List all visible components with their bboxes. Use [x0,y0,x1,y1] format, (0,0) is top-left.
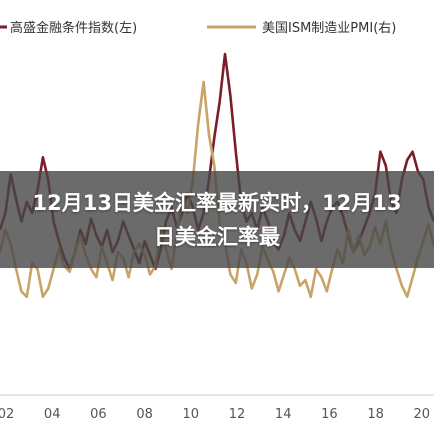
x-axis-ticks: 02 04 06 08 10 12 14 16 18 20 [0,407,430,422]
legend-label-gs-fci: 高盛金融条件指数(左) [10,20,137,36]
x-tick-label: 08 [136,407,153,422]
x-tick-label: 12 [229,407,246,422]
x-tick-label: 10 [183,407,200,422]
x-tick-label: 04 [44,407,61,422]
x-tick-label: 18 [367,407,384,422]
x-tick-label: 20 [414,407,431,422]
x-tick-label: 14 [275,407,292,422]
x-tick-label: 02 [0,407,14,422]
legend: 高盛金融条件指数(左) 美国ISM制造业PMI(右) [0,20,396,36]
legend-label-ism-pmi: 美国ISM制造业PMI(右) [262,21,396,36]
x-tick-label: 16 [321,407,338,422]
headline-banner: 12月13日美金汇率最新实时，12月13日美金汇率最 [0,171,434,268]
x-tick-label: 06 [90,407,107,422]
headline-text: 12月13日美金汇率最新实时，12月13日美金汇率最 [32,190,402,249]
